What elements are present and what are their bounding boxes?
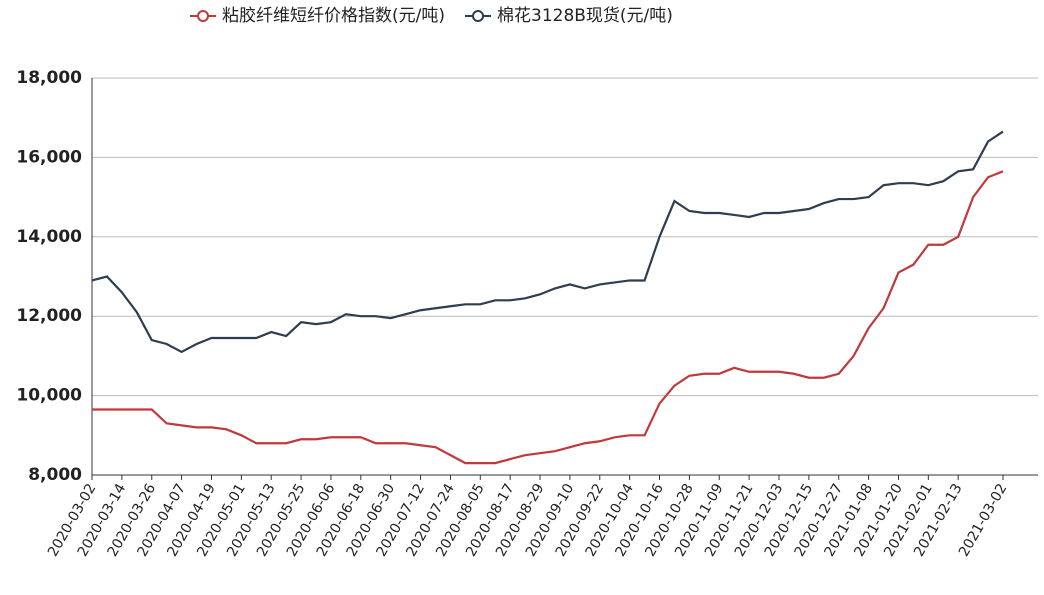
legend-marker [472, 10, 484, 22]
y-tick-label: 10,000 [16, 386, 82, 406]
x-tick-label: 2021-03-02 [956, 481, 1011, 559]
legend-label: 粘胶纤维短纤价格指数(元/吨) [222, 6, 445, 26]
legend-marker [197, 10, 209, 22]
legend-label: 棉花3128B现货(元/吨) [497, 6, 673, 26]
series-line [92, 170, 1004, 465]
y-tick-label: 12,000 [16, 306, 82, 326]
y-tick-label: 14,000 [16, 227, 82, 247]
y-tick-label: 18,000 [16, 68, 82, 88]
series-line [91, 130, 1004, 354]
y-tick-label: 8,000 [28, 465, 82, 485]
y-tick-label: 16,000 [16, 147, 82, 167]
